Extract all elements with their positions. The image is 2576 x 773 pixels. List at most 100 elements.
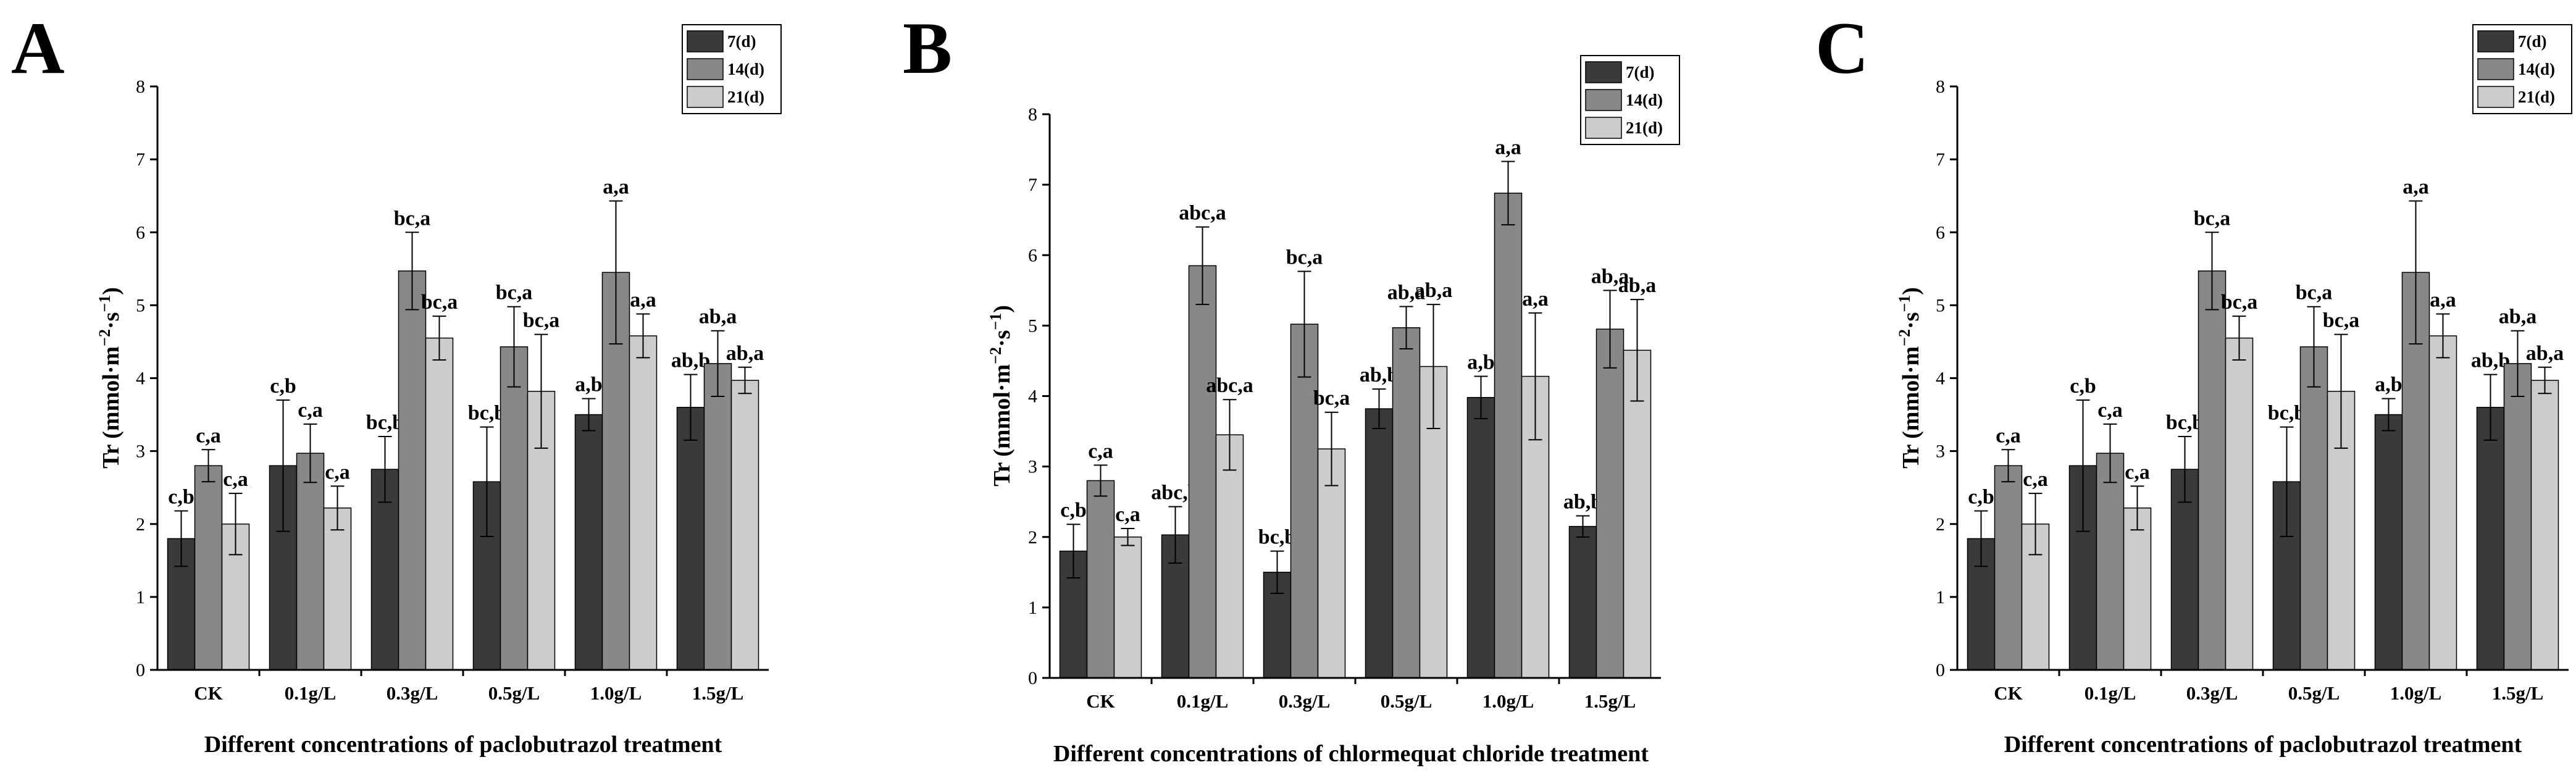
- data-label: bc,b: [468, 402, 506, 425]
- data-label: bc,a: [2323, 309, 2360, 332]
- y-tick-label: 8: [1936, 77, 1945, 97]
- plot-area: 012345678CKc,bc,ac,a0.1g/Lc,bc,ac,a0.3g/…: [136, 77, 764, 704]
- bar-21d: [2225, 337, 2254, 671]
- data-label: bc,a: [2296, 282, 2333, 304]
- bar-7d: [2374, 414, 2403, 671]
- data-label: ab,a: [726, 342, 764, 365]
- bar-7d: [1568, 525, 1597, 679]
- legend-label-7d: 7(d): [727, 32, 756, 51]
- data-label: bc,a: [2221, 291, 2258, 314]
- bar-7d: [676, 407, 705, 671]
- bar-14d: [2198, 270, 2227, 671]
- y-tick-label: 0: [136, 660, 145, 680]
- panel-letter: B: [903, 7, 952, 89]
- legend: 7(d) 14(d) 21(d): [2472, 24, 2572, 114]
- y-tick-label: 5: [136, 295, 145, 315]
- y-tick-label: 2: [136, 514, 145, 535]
- legend-swatch-14d: [1585, 89, 1622, 111]
- legend-label-14d: 14(d): [2518, 60, 2555, 78]
- data-label: c,a: [196, 424, 221, 447]
- x-axis-label: Different concentrations of chlormequat …: [1053, 741, 1649, 767]
- data-label: bc,a: [394, 207, 431, 230]
- data-label: c,a: [1996, 424, 2021, 447]
- panel-a: A 012345678CKc,bc,ac,a0.1g/Lc,bc,ac,a0.3…: [11, 7, 782, 758]
- x-axis-label: Different concentrations of paclobutrazo…: [2004, 732, 2522, 758]
- data-label: bc,a: [2194, 207, 2231, 230]
- x-tick-label: 1.0g/L: [590, 682, 642, 704]
- x-tick-label: 0.1g/L: [1177, 690, 1229, 712]
- bar-14d: [1188, 265, 1217, 679]
- bar-21d: [425, 337, 454, 671]
- data-label: bc,a: [1286, 246, 1323, 269]
- data-label: a,a: [630, 289, 656, 312]
- x-tick-label: CK: [194, 682, 223, 704]
- data-label: c,b: [2070, 375, 2096, 398]
- bar-14d: [2299, 346, 2328, 671]
- data-label: a,a: [1495, 136, 1521, 159]
- bar-14d: [500, 346, 529, 671]
- y-tick-label: 1: [1936, 587, 1945, 608]
- y-tick-label: 7: [136, 149, 145, 170]
- y-axis-label: Tr (mmol·m−2·s−1): [96, 287, 124, 469]
- data-label: ab,b: [671, 349, 710, 372]
- bar-14d: [398, 270, 427, 671]
- y-tick-label: 4: [1028, 386, 1037, 407]
- legend-swatch-21d: [2477, 86, 2514, 108]
- bar-14d: [2503, 363, 2532, 671]
- legend-swatch-7d: [1585, 61, 1622, 83]
- panel-letter: A: [11, 7, 65, 89]
- y-tick-label: 3: [1028, 457, 1037, 477]
- bar-14d: [2096, 453, 2125, 671]
- panel-b: B 012345678CKc,bc,ac,a0.1g/Labc,babc,aab…: [903, 7, 1680, 767]
- bar-14d: [194, 465, 223, 671]
- data-label: c,a: [2097, 399, 2123, 422]
- x-tick-label: 0.1g/L: [285, 682, 337, 704]
- data-label: c,a: [298, 399, 323, 422]
- y-tick-label: 3: [136, 441, 145, 462]
- legend-swatch-14d: [2477, 58, 2514, 80]
- data-label: bc,b: [1258, 526, 1296, 549]
- bar-14d: [703, 363, 732, 671]
- data-label: ab,a: [2526, 342, 2564, 365]
- x-tick-label: 1.0g/L: [1482, 690, 1534, 712]
- bar-14d: [1494, 193, 1523, 679]
- y-tick-label: 0: [1936, 660, 1945, 680]
- bar-21d: [2123, 508, 2152, 671]
- data-label: bc,b: [366, 411, 404, 434]
- data-label: ab,a: [699, 306, 737, 328]
- data-label: a,b: [2375, 374, 2402, 396]
- data-label: a,a: [1522, 288, 1549, 311]
- legend-label-21d: 21(d): [1626, 119, 1663, 137]
- data-label: a,a: [2430, 289, 2456, 312]
- legend-swatch-7d: [687, 30, 724, 52]
- bar-7d: [574, 414, 603, 671]
- legend-swatch-21d: [687, 86, 724, 108]
- y-tick-label: 2: [1936, 514, 1945, 535]
- data-label: c,a: [2023, 468, 2048, 491]
- y-tick-label: 6: [1936, 222, 1945, 243]
- x-tick-label: 0.3g/L: [1279, 690, 1331, 712]
- y-tick-label: 6: [136, 222, 145, 243]
- x-axis-label: Different concentrations of paclobutrazo…: [204, 732, 722, 758]
- data-label: ab,b: [1360, 364, 1399, 386]
- data-label: c,b: [1968, 485, 1994, 508]
- bar-21d: [1623, 349, 1652, 679]
- legend-label-21d: 21(d): [727, 88, 764, 106]
- data-label: c,a: [1115, 503, 1140, 526]
- x-tick-label: 0.3g/L: [387, 682, 438, 704]
- data-label: c,b: [1060, 499, 1087, 522]
- bar-21d: [323, 508, 352, 671]
- bar-21d: [1215, 434, 1244, 679]
- x-tick-label: CK: [1994, 682, 2023, 704]
- data-label: bc,b: [2268, 402, 2306, 425]
- y-tick-label: 6: [1028, 245, 1037, 265]
- bar-7d: [1466, 397, 1495, 679]
- x-tick-label: 1.5g/L: [2492, 682, 2544, 704]
- data-label: bc,a: [421, 291, 458, 314]
- bar-21d: [1113, 537, 1142, 679]
- x-tick-label: 0.5g/L: [2288, 682, 2340, 704]
- y-tick-label: 7: [1028, 175, 1037, 195]
- data-label: bc,a: [523, 309, 560, 332]
